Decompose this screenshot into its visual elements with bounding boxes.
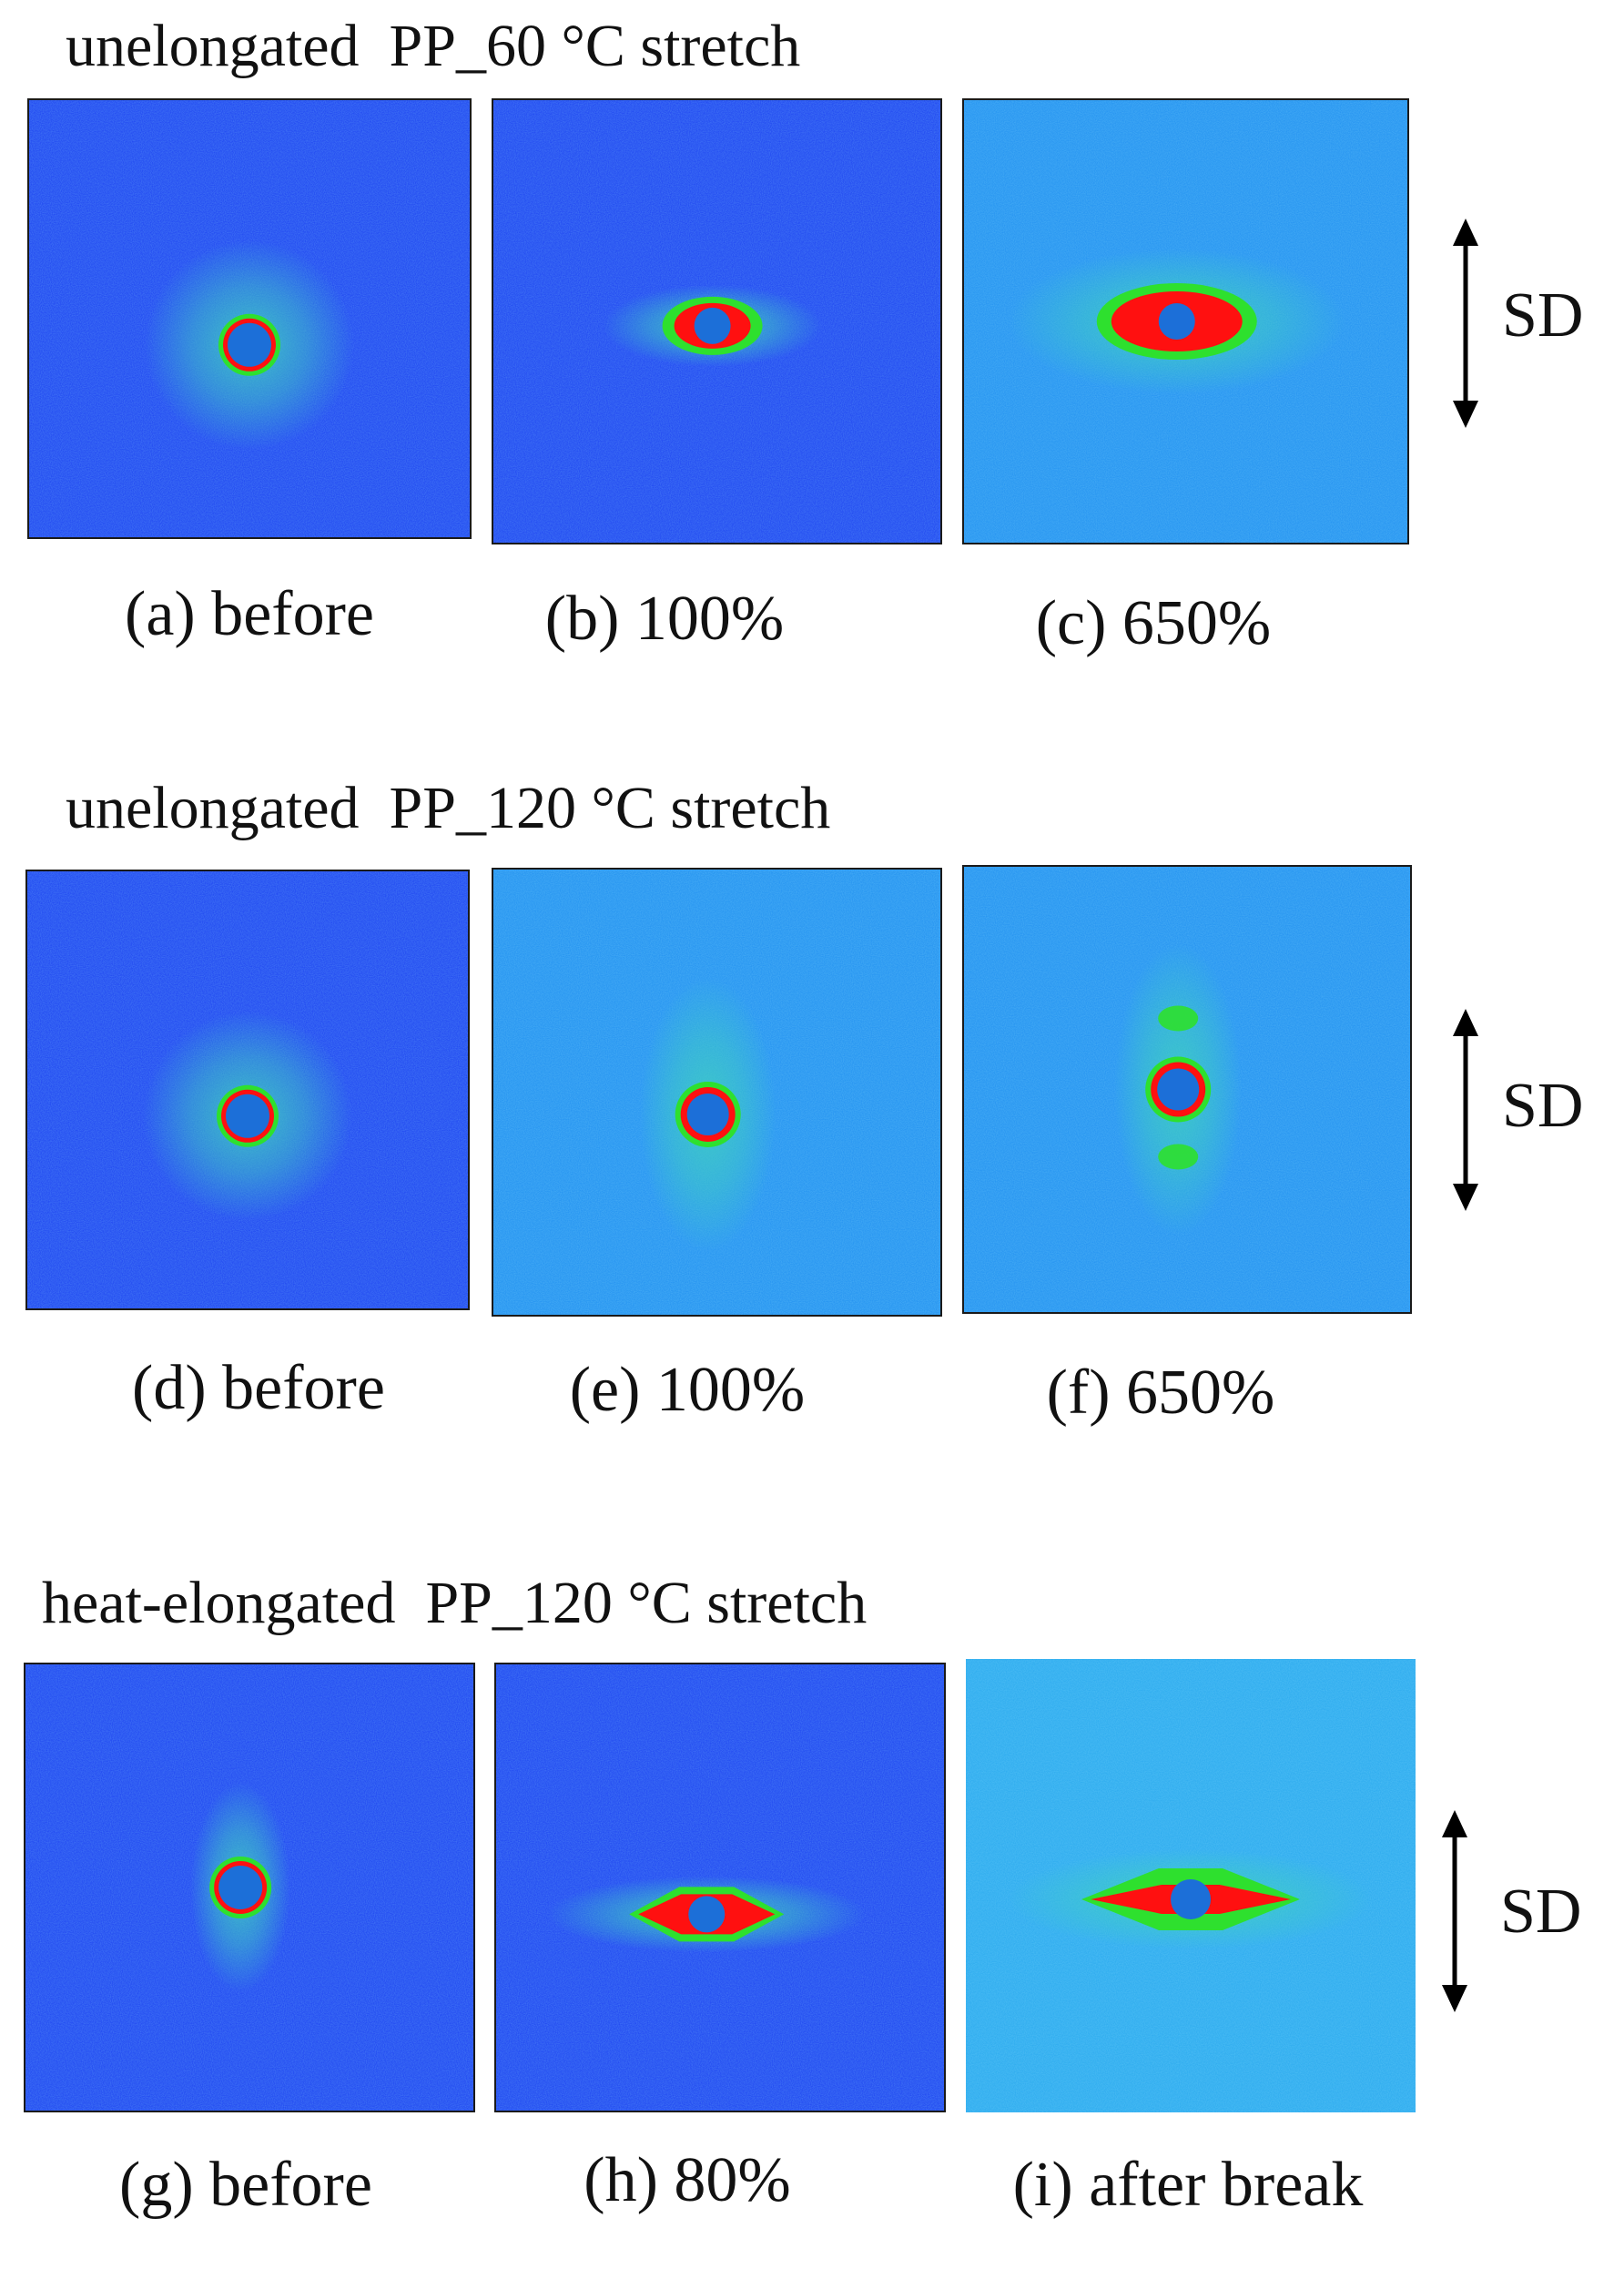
stretch-direction-label: SD: [1502, 280, 1584, 351]
saxs-panel-c: [962, 98, 1409, 544]
caption-h: (h) 80%: [584, 2145, 791, 2215]
caption-f: (f) 650%: [1046, 1358, 1275, 1428]
caption-b: (b) 100%: [544, 584, 785, 654]
caption-e: (e) 100%: [569, 1355, 806, 1425]
scattering-pattern: [29, 100, 470, 537]
scattering-pattern: [964, 100, 1407, 543]
stretch-direction-arrow-icon: [1442, 1810, 1467, 2012]
stretch-direction-arrow-icon: [1453, 1009, 1478, 1211]
saxs-panel-g: [24, 1663, 475, 2112]
caption-c: (c) 650%: [1035, 588, 1272, 658]
saxs-panel-h: [494, 1663, 946, 2112]
scattering-pattern: [964, 867, 1410, 1312]
caption-d: (d) before: [132, 1353, 385, 1423]
scattering-pattern: [493, 870, 940, 1315]
row-2-title: unelongated PP_120 °C stretch: [66, 775, 831, 841]
saxs-panel-d: [25, 870, 470, 1310]
caption-i: (i) after break: [1012, 2150, 1364, 2220]
scattering-pattern: [966, 1659, 1416, 2112]
row-3-title: heat-elongated PP_120 °C stretch: [42, 1570, 868, 1636]
saxs-panel-a: [27, 98, 472, 539]
saxs-panel-e: [492, 868, 942, 1317]
scattering-pattern: [25, 1664, 473, 2111]
saxs-panel-i: [966, 1659, 1416, 2112]
saxs-panel-b: [492, 98, 942, 544]
scattering-pattern: [496, 1664, 944, 2111]
saxs-panel-f: [962, 865, 1412, 1314]
scattering-pattern: [27, 871, 468, 1308]
row-1-title: unelongated PP_60 °C stretch: [66, 13, 801, 79]
caption-g: (g) before: [119, 2150, 372, 2220]
stretch-direction-label: SD: [1500, 1877, 1582, 1947]
stretch-direction-label: SD: [1502, 1071, 1584, 1141]
scattering-pattern: [493, 100, 940, 543]
caption-a: (a) before: [125, 579, 374, 649]
stretch-direction-arrow-icon: [1453, 219, 1478, 428]
